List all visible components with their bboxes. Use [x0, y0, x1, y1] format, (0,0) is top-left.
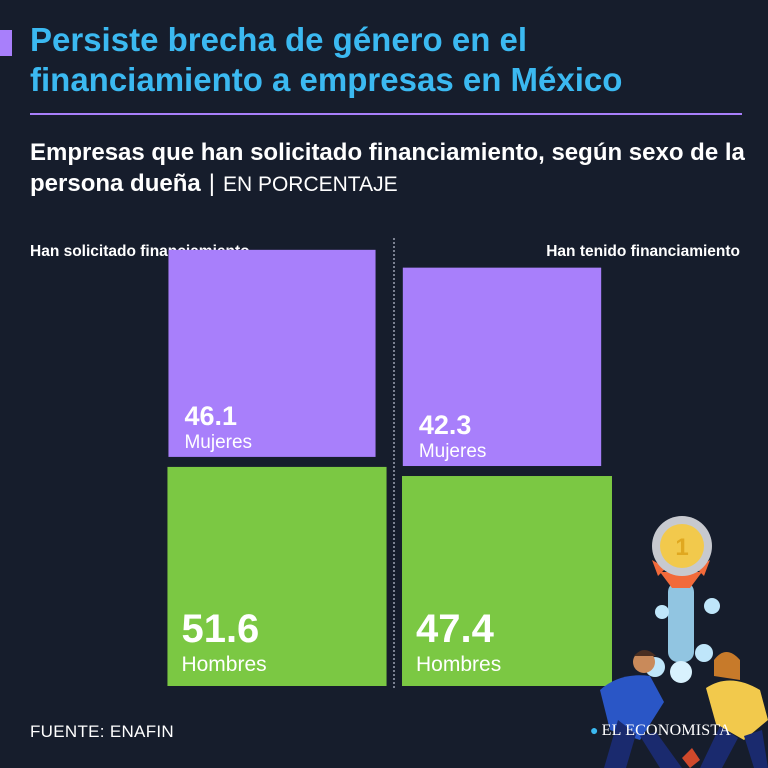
subtitle-separator: | [208, 170, 215, 197]
value-label-hombres-solicitado: 51.6 [181, 607, 259, 651]
bar-hombres-tenido [402, 476, 612, 686]
source-note: FUENTE: ENAFIN [30, 722, 174, 741]
panel-divider [393, 238, 395, 688]
value-label-mujeres-solicitado: 46.1 [184, 401, 237, 431]
panel-title-tenido: Han tenido financiamiento [546, 243, 740, 260]
value-label-mujeres-tenido: 42.3 [419, 410, 472, 440]
subtitle-main: Empresas que han solicitado financiamien… [30, 139, 745, 197]
brand-logo: ● EL ECONOMISTA [590, 722, 731, 740]
category-label-mujeres-tenido: Mujeres [419, 441, 487, 462]
category-label-hombres-solicitado: Hombres [181, 653, 266, 676]
bar-mujeres-solicitado [168, 249, 376, 457]
brand-mark-icon: ● [590, 724, 599, 739]
subtitle-unit: EN PORCENTAJE [222, 173, 398, 196]
value-label-hombres-tenido: 47.4 [416, 607, 495, 651]
chart-title: Persiste brecha de género en el financia… [30, 21, 623, 98]
category-label-mujeres-solicitado: Mujeres [184, 432, 252, 453]
chart-subtitle: Empresas que han solicitado financiamien… [30, 137, 750, 200]
title-underline [30, 113, 742, 115]
category-label-hombres-tenido: Hombres [416, 653, 501, 676]
title-accent-bar [0, 30, 12, 56]
brand-name: EL ECONOMISTA [601, 722, 731, 739]
bar-mujeres-tenido [402, 267, 602, 467]
bar-hombres-solicitado [167, 466, 387, 686]
